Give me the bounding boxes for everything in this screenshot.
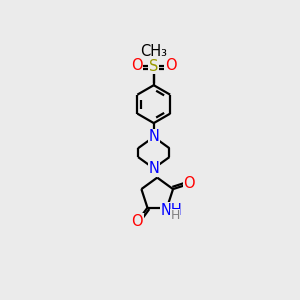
Text: O: O [165,58,177,73]
Text: O: O [184,176,195,191]
Text: H: H [170,209,180,222]
Text: CH₃: CH₃ [140,44,167,59]
Text: S: S [149,58,158,74]
Text: O: O [132,214,143,229]
Text: O: O [131,58,142,73]
Text: N: N [148,161,159,176]
Text: NH: NH [160,203,182,218]
Text: N: N [148,129,159,144]
